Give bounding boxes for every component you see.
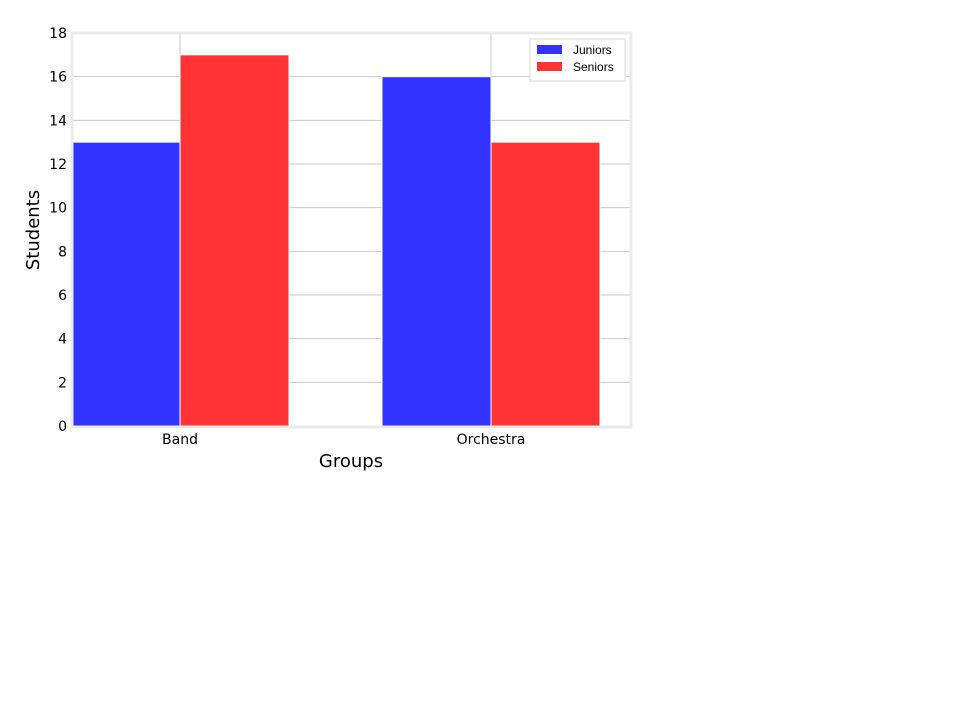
y-tick-label: 14 xyxy=(49,113,67,129)
x-tick-label: Band xyxy=(162,432,198,448)
x-tick-label: Orchestra xyxy=(457,432,526,448)
y-tick-label: 2 xyxy=(58,375,67,391)
bar-seniors-band xyxy=(179,54,290,427)
y-tick-label: 0 xyxy=(58,419,67,435)
y-tick-label: 4 xyxy=(58,332,67,348)
y-axis-label: Students xyxy=(23,190,44,270)
legend-swatch-seniors xyxy=(537,62,562,71)
y-tick-label: 6 xyxy=(58,288,67,304)
y-tick-label: 18 xyxy=(49,26,67,42)
y-tick-label: 10 xyxy=(49,201,67,217)
x-axis-label: Groups xyxy=(319,451,383,472)
bar-seniors-orchestra xyxy=(490,141,601,427)
legend: Juniors Seniors xyxy=(529,38,626,82)
bar-juniors-band xyxy=(70,141,181,427)
y-tick-label: 16 xyxy=(49,70,67,86)
plot-frame xyxy=(70,31,633,429)
bar-layer xyxy=(70,54,601,427)
y-tick-label: 12 xyxy=(49,157,67,173)
y-tick-labels: 0 2 4 6 8 10 12 14 16 18 xyxy=(49,26,67,435)
legend-label-juniors: Juniors xyxy=(573,43,612,57)
x-tick-labels: Band Orchestra xyxy=(162,432,525,448)
y-tick-label: 8 xyxy=(58,244,67,260)
legend-label-seniors: Seniors xyxy=(573,60,614,74)
bar-juniors-orchestra xyxy=(381,76,492,427)
legend-swatch-juniors xyxy=(537,45,562,54)
